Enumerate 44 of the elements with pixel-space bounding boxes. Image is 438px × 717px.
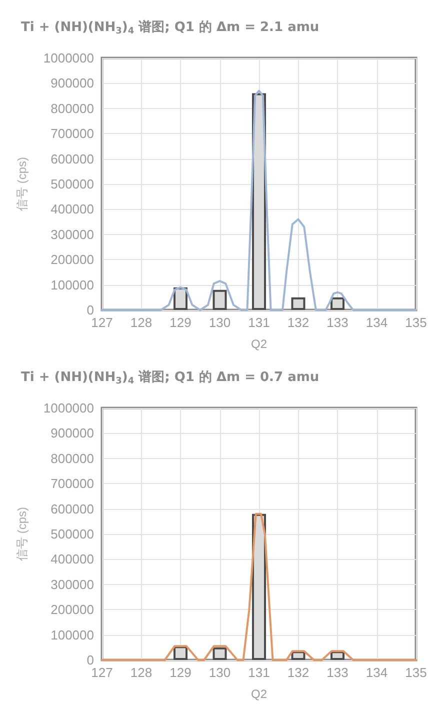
y-axis-title: 信号 (cps) [15,506,29,561]
y-tick-label: 500000 [50,176,94,192]
x-tick-label: 134 [366,315,388,330]
y-tick-label: 900000 [50,426,94,441]
x-tick-label: 129 [170,665,192,680]
y-tick-label: 400000 [50,552,94,567]
y-tick-label: 500000 [50,526,94,542]
y-tick-label: 100000 [50,277,94,292]
x-tick-label: 132 [287,315,310,330]
y-tick-label: 200000 [50,252,94,268]
x-tick-label: 133 [326,665,348,680]
x-tick-label: 132 [287,665,310,680]
x-tick-label: 135 [405,315,427,330]
y-tick-label: 800000 [50,450,94,466]
y-tick-label: 1000000 [43,400,94,416]
x-axis-title: Q2 [250,337,268,351]
y-tick-label: 100000 [50,627,94,642]
y-tick-label: 700000 [50,476,94,492]
y-tick-label: 300000 [50,576,94,592]
x-axis-title: Q2 [250,687,268,701]
x-tick-label: 133 [326,315,348,330]
x-tick-label: 129 [170,315,192,330]
y-tick-label: 1000000 [43,50,94,66]
x-tick-label: 131 [248,665,270,680]
y-tick-label: 600000 [50,151,94,166]
x-tick-label: 130 [208,665,231,680]
y-tick-label: 0 [86,302,94,318]
x-tick-label: 134 [366,665,388,680]
y-tick-label: 0 [86,652,94,668]
x-tick-label: 128 [130,315,152,330]
y-tick-label: 800000 [50,100,94,116]
y-tick-label: 900000 [50,76,94,91]
x-tick-label: 130 [208,315,231,330]
x-tick-label: 127 [91,665,113,680]
y-tick-label: 200000 [50,602,94,618]
y-tick-label: 700000 [50,126,94,142]
x-tick-label: 135 [405,665,427,680]
x-tick-label: 127 [91,315,113,330]
y-tick-label: 400000 [50,202,94,217]
x-tick-label: 131 [248,315,270,330]
x-tick-label: 128 [130,665,152,680]
y-axis-title: 信号 (cps) [15,156,29,211]
y-tick-label: 300000 [50,226,94,242]
y-tick-label: 600000 [50,501,94,516]
